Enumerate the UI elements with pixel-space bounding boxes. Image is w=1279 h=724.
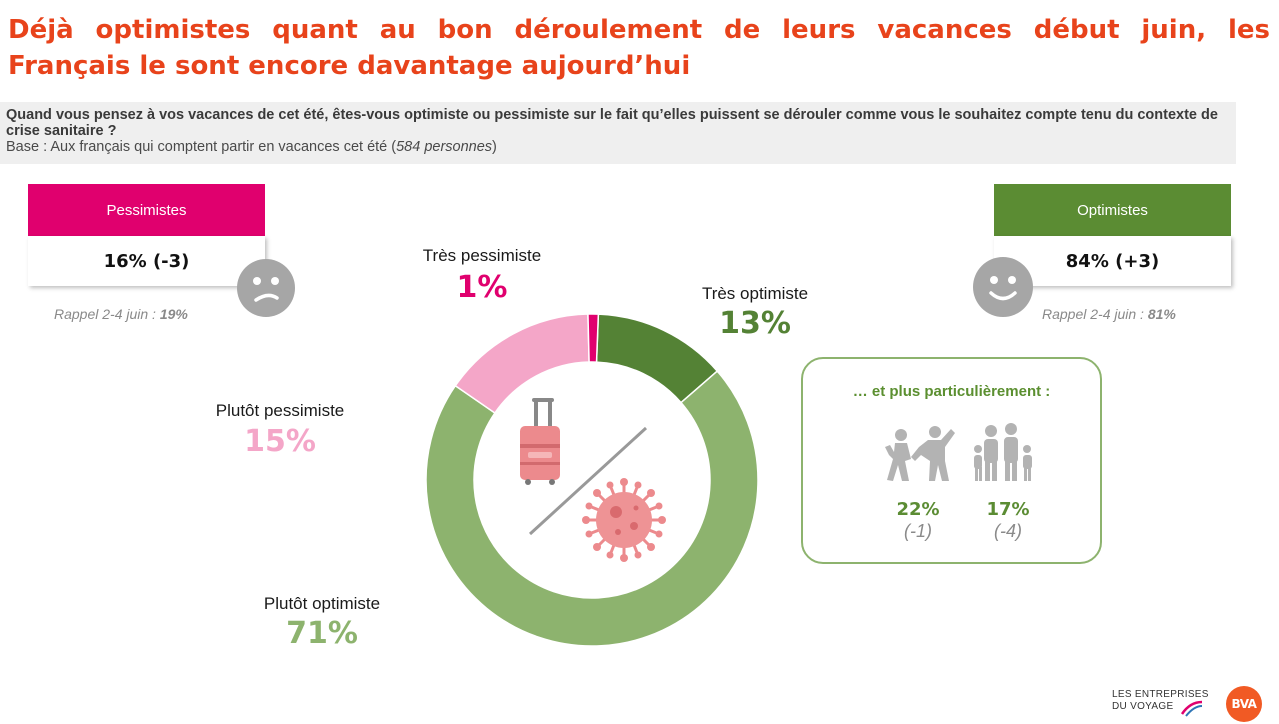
pessimistes-label: Pessimistes: [106, 201, 187, 219]
value-tres-optimiste: 13%: [719, 306, 791, 341]
optimistes-rappel-prefix: Rappel 2-4 juin :: [1042, 306, 1148, 322]
base-suffix: ): [492, 139, 497, 155]
suitcase-icon: [520, 398, 560, 485]
title-line-2: Français le sont encore davantage aujour…: [8, 51, 691, 81]
pessimistes-value: 16% (-3): [103, 250, 190, 272]
bva-logo: BVA: [1226, 686, 1262, 722]
slice-plutot-optimiste: [425, 370, 759, 647]
question-text: Quand vous pensez à vos vacances de cet …: [6, 107, 1218, 139]
logo-line-2: DU VOYAGE: [1112, 701, 1174, 712]
donut-slices: [425, 313, 759, 647]
pessimistes-rappel-value: 19%: [159, 306, 188, 322]
title-line-1: Déjà optimistes quant au bon déroulement…: [8, 15, 1270, 45]
optimistes-value: 84% (+3): [1065, 250, 1160, 272]
sad-face-icon: [237, 259, 295, 317]
particular-box: … et plus particulièrement :: [801, 357, 1102, 564]
base-text: Base : Aux français qui comptent partir …: [6, 139, 1230, 155]
label-plutot-pessimiste: Plutôt pessimiste: [215, 401, 345, 420]
donut-chart: [425, 313, 759, 647]
optimistes-rappel: Rappel 2-4 juin : 81%: [1042, 306, 1176, 322]
label-tres-optimiste: Très optimiste: [701, 284, 809, 303]
particular-value-1: 22%: [896, 499, 940, 520]
page-title: Déjà optimistes quant au bon déroulement…: [8, 12, 1270, 84]
question-box: Quand vous pensez à vos vacances de cet …: [0, 102, 1236, 164]
particular-delta-1: (-1): [904, 521, 932, 541]
divider-slash: [528, 426, 648, 536]
logo-line-1: LES ENTREPRISES: [1112, 689, 1209, 700]
label-tres-pessimiste: Très pessimiste: [422, 246, 542, 265]
particular-delta-2: (-4): [994, 521, 1022, 541]
pessimistes-value-box: 16% (-3): [28, 236, 265, 286]
particular-value-2: 17%: [986, 499, 1030, 520]
particular-title: … et plus particulièrement :: [852, 383, 1051, 400]
optimistes-header: Optimistes: [994, 184, 1231, 236]
family-icon: [974, 423, 1032, 481]
value-tres-pessimiste: 1%: [456, 270, 508, 305]
pessimistes-rappel-prefix: Rappel 2-4 juin :: [54, 306, 160, 322]
base-prefix: Base : Aux français qui comptent partir …: [6, 139, 397, 155]
bva-logo-text: BVA: [1231, 697, 1257, 711]
virus-icon: [582, 478, 666, 562]
entreprises-du-voyage-logo: LES ENTREPRISES DU VOYAGE: [1112, 689, 1209, 713]
slice-tres-pessimiste: [587, 313, 600, 363]
donut-hole: [475, 363, 709, 597]
value-plutot-optimiste: 71%: [286, 616, 358, 651]
base-count: 584 personnes: [396, 139, 493, 155]
plane-swoosh-icon: [1180, 700, 1203, 717]
optimistes-value-box: 84% (+3): [994, 236, 1231, 286]
optimistes-rappel-value: 81%: [1147, 306, 1176, 322]
label-plutot-optimiste: Plutôt optimiste: [263, 594, 381, 613]
pessimistes-rappel: Rappel 2-4 juin : 19%: [54, 306, 188, 322]
dancing-people-icon: [885, 426, 955, 481]
optimistes-label: Optimistes: [1077, 201, 1148, 219]
pessimistes-header: Pessimistes: [28, 184, 265, 236]
happy-face-icon: [973, 257, 1033, 317]
value-plutot-pessimiste: 15%: [244, 424, 316, 459]
